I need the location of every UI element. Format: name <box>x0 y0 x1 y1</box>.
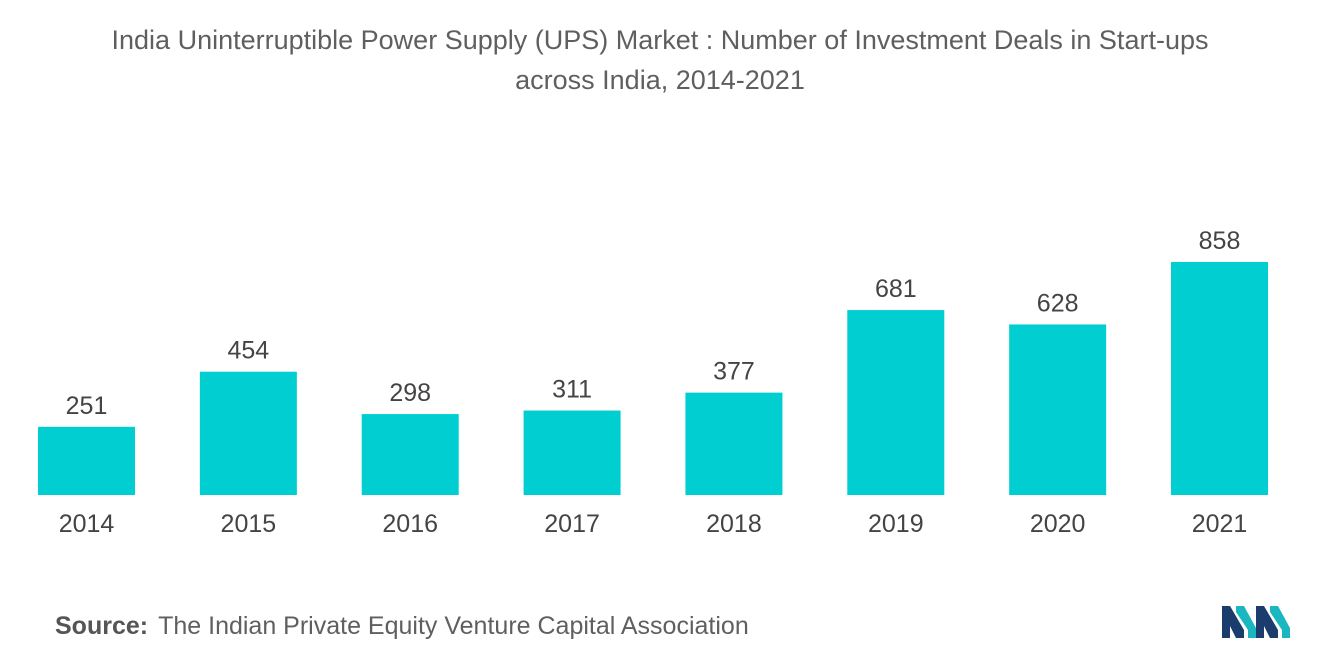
data-label-2020: 628 <box>1037 289 1079 317</box>
chart-title-line-2: across India, 2014-2021 <box>515 65 805 95</box>
x-tick-label-2020: 2020 <box>1030 510 1086 538</box>
chart-title: India Uninterruptible Power Supply (UPS)… <box>0 20 1320 100</box>
x-tick-label-2018: 2018 <box>706 510 762 538</box>
bar-2014 <box>38 426 135 495</box>
bar-2017 <box>523 410 621 495</box>
x-tick-label-2019: 2019 <box>868 510 924 538</box>
bar-2015 <box>199 371 297 495</box>
data-label-2021: 858 <box>1199 227 1241 255</box>
x-tick-label-2016: 2016 <box>382 510 438 538</box>
data-label-2015: 454 <box>228 337 270 365</box>
bar-2018 <box>685 392 783 495</box>
x-tick-label-2015: 2015 <box>221 510 277 538</box>
data-label-2016: 298 <box>389 379 431 407</box>
data-label-2019: 681 <box>875 275 917 303</box>
source-text: The Indian Private Equity Venture Capita… <box>158 612 749 640</box>
brand-logo-icon <box>1222 606 1290 638</box>
source-note: Source: The Indian Private Equity Venture… <box>55 612 749 641</box>
data-label-2018: 377 <box>713 358 755 386</box>
bar-2019 <box>847 310 945 495</box>
bar-2021 <box>1171 262 1269 495</box>
data-label-2017: 311 <box>552 376 592 404</box>
bar-chart: 251 2014 454 2015 298 2016 311 2017 377 2018 681 20… <box>38 227 1269 538</box>
x-tick-label-2014: 2014 <box>59 510 115 538</box>
bar-2020 <box>1009 324 1107 495</box>
bar-2016 <box>361 414 459 495</box>
data-label-2014: 251 <box>66 392 108 420</box>
chart-title-line-1: India Uninterruptible Power Supply (UPS)… <box>111 25 1209 55</box>
x-tick-label-2017: 2017 <box>544 510 600 538</box>
x-tick-label-2021: 2021 <box>1192 510 1248 538</box>
source-label: Source: <box>55 612 149 640</box>
